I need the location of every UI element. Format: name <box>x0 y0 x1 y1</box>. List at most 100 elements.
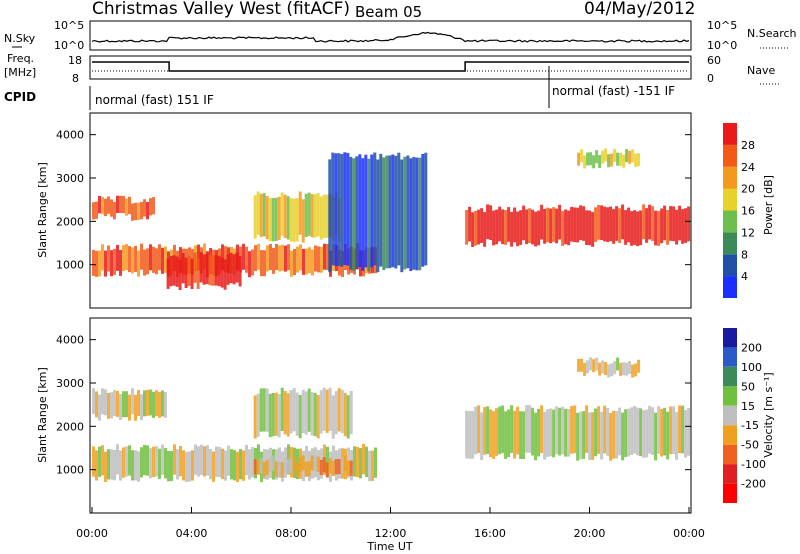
heatmap-cell-1-1-17 <box>304 461 308 477</box>
freq-trace <box>92 61 689 72</box>
heatmap-cell-1-0-23 <box>161 444 164 475</box>
heatmap-cell-1-0-55 <box>257 444 260 475</box>
heatmap-cell-0-6-1 <box>331 152 335 266</box>
heatmap-cell-1-2-0 <box>92 388 95 415</box>
heatmap-cell-1-4-34 <box>567 408 571 457</box>
heatmap-cell-0-6-3 <box>337 153 341 266</box>
heatmap-cell-0-1-8 <box>190 258 194 289</box>
heatmap-cell-0-6-9 <box>355 156 359 269</box>
heatmap-cell-1-0-11 <box>125 446 128 477</box>
heatmap-cell-0-4-34 <box>567 210 571 246</box>
heatmap-cell-1-0-3 <box>101 445 104 476</box>
heatmap-cell-1-0-1 <box>95 450 98 481</box>
heatmap-cell-0-3-13 <box>292 198 296 242</box>
heatmap-cell-0-3-8 <box>277 196 281 240</box>
heatmap-cell-1-4-48 <box>609 413 613 461</box>
heatmap-cell-1-3-15 <box>298 395 302 439</box>
heatmap-cell-1-0-32 <box>188 451 191 482</box>
x-tick-label-2: 08:00 <box>275 527 307 540</box>
heatmap-cell-0-6-19 <box>385 155 389 269</box>
heatmap-cell-0-0-52 <box>248 251 251 278</box>
heatmap-cell-0-0-21 <box>155 248 158 275</box>
heatmap-cell-0-4-74 <box>687 206 691 242</box>
heatmap-cell-0-3-20 <box>313 194 317 238</box>
heatmap-cell-0-4-0 <box>465 210 469 245</box>
heatmap-cell-0-0-11 <box>125 244 128 270</box>
heatmap-cell-0-4-5 <box>480 208 484 243</box>
heatmap-cell-0-0-59 <box>269 244 272 270</box>
heatmap-cell-0-4-29 <box>552 207 556 242</box>
heatmap-cell-0-4-10 <box>495 209 499 245</box>
heatmap-cell-0-2-2 <box>98 196 101 214</box>
heatmap-cell-0-3-23 <box>322 194 326 238</box>
heatmap-cell-0-2-18 <box>146 202 149 220</box>
heatmap-cell-1-0-91 <box>365 446 368 477</box>
heatmap-cell-1-5-7 <box>598 362 602 376</box>
heatmap-cell-0-2-13 <box>131 203 134 221</box>
heatmap-cell-1-3-8 <box>277 394 281 438</box>
heatmap-cell-0-5-12 <box>613 148 617 162</box>
heatmap-cell-1-4-49 <box>612 410 616 459</box>
heatmap-cell-0-4-56 <box>633 210 637 245</box>
heatmap-cell-0-2-0 <box>92 202 95 220</box>
heatmap-cell-1-3-17 <box>304 391 308 435</box>
heatmap-cell-0-3-19 <box>310 194 314 238</box>
heatmap-cell-0-3-17 <box>304 193 308 237</box>
velocity-y-axis: 1000 2000 3000 4000 <box>56 334 691 477</box>
heatmap-cell-0-0-55 <box>257 243 260 270</box>
heatmap-cell-0-0-70 <box>302 248 305 275</box>
heatmap-cell-0-4-37 <box>576 207 580 243</box>
heatmap-cell-0-1-10 <box>196 258 200 289</box>
cpid-segment-2: normal (fast) -151 IF <box>552 84 675 98</box>
heatmap-cell-0-4-64 <box>657 211 661 246</box>
heatmap-cell-1-4-65 <box>660 408 664 457</box>
heatmap-cell-1-4-22 <box>531 407 535 456</box>
heatmap-cell-0-4-72 <box>681 209 685 244</box>
heatmap-cell-1-0-46 <box>230 449 233 480</box>
heatmap-cell-1-4-10 <box>495 408 499 456</box>
heatmap-cell-1-4-40 <box>585 405 589 453</box>
heatmap-cell-1-5-18 <box>631 364 635 378</box>
heatmap-cell-0-4-51 <box>618 208 622 243</box>
noise-tick-left-bottom: 10^0 <box>54 39 84 52</box>
heatmap-cell-1-0-2 <box>98 446 101 477</box>
heatmap-cell-0-5-6 <box>595 150 599 164</box>
freq-tick-left-top: 18 <box>68 54 82 67</box>
colorbar-swatch-1-4 <box>723 405 737 426</box>
heatmap-cell-0-6-20 <box>388 155 392 269</box>
heatmap-cell-1-3-18 <box>307 388 311 432</box>
heatmap-cell-1-4-74 <box>687 408 691 456</box>
heatmap-cell-0-4-9 <box>492 210 496 246</box>
heatmap-cell-0-4-52 <box>621 204 625 240</box>
heatmap-cell-1-2-1 <box>95 391 98 418</box>
heatmap-cell-1-4-0 <box>465 410 469 459</box>
heatmap-cell-1-0-52 <box>248 449 251 480</box>
heatmap-cell-0-2-12 <box>128 196 131 215</box>
heatmap-cell-0-4-41 <box>588 210 592 246</box>
heatmap-cell-0-0-13 <box>131 247 134 274</box>
heatmap-cell-0-0-20 <box>152 246 155 273</box>
heatmap-cell-1-0-22 <box>158 448 161 479</box>
heatmap-cell-0-0-24 <box>164 246 167 273</box>
heatmap-cell-0-5-18 <box>631 149 635 163</box>
heatmap-cell-1-4-64 <box>657 406 661 454</box>
nsky-label: N.Sky <box>4 32 36 45</box>
colorbar-swatch-1-5 <box>723 386 737 406</box>
heatmap-cell-1-0-21 <box>155 446 158 477</box>
colorbar-tick-1-2: 50 <box>741 380 755 393</box>
heatmap-cell-1-2-12 <box>128 394 131 421</box>
heatmap-cell-0-4-50 <box>615 206 619 241</box>
heatmap-cell-1-5-20 <box>637 359 641 373</box>
heatmap-cell-0-2-19 <box>149 198 152 216</box>
heatmap-cell-1-0-24 <box>164 448 167 479</box>
heatmap-cell-0-2-11 <box>125 198 128 216</box>
heatmap-cell-1-4-69 <box>672 406 676 455</box>
heatmap-cell-0-4-61 <box>648 204 652 240</box>
heatmap-cell-0-2-5 <box>107 196 110 214</box>
heatmap-cell-0-4-40 <box>585 210 589 245</box>
heatmap-cell-0-2-14 <box>134 202 137 221</box>
heatmap-cell-1-0-16 <box>140 447 143 478</box>
heatmap-cell-1-3-10 <box>283 391 287 435</box>
heatmap-cell-1-4-50 <box>615 411 619 459</box>
heatmap-cell-0-3-1 <box>256 191 260 235</box>
